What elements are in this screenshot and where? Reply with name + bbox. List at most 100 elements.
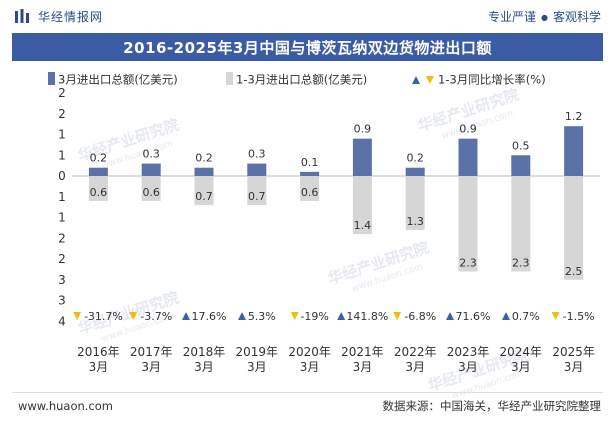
bar-cumulative [564,176,584,280]
growth-label: 17.6% [192,310,227,323]
x-tick-label: 3月 [89,360,109,374]
bar-cumulative [247,176,267,206]
bar-march [352,138,372,176]
x-tick-label: 3月 [353,360,373,374]
data-label-march: 1.2 [565,110,583,123]
data-label-cumulative: 0.7 [195,190,213,203]
data-label-cumulative: 0.6 [301,186,319,199]
legend-label: 3月进出口总额(亿美元) [58,73,178,87]
x-tick-label: 3月 [300,360,320,374]
bar-march [564,126,584,176]
x-tick-label: 2019年 [236,345,279,359]
footer: www.huaon.com 数据来源：中国海关，华经产业研究院整理 [0,394,615,418]
data-label-march: 0.3 [142,148,160,161]
x-tick-label: 2022年 [394,345,437,359]
growth-down-marker [290,312,299,320]
bar-cumulative [141,176,161,201]
y-tick-label: 1 [58,128,66,142]
legend-swatch [48,72,55,85]
legend-marker-down [426,76,434,84]
bar-march [458,138,478,176]
bar-march [194,167,214,176]
y-tick-label: 2 [58,86,66,100]
growth-up-marker [337,312,346,320]
x-tick-label: 2025年 [552,345,595,359]
y-tick-label: 2 [58,252,66,266]
x-tick-label: 2020年 [288,345,331,359]
growth-label: -6.8% [404,310,436,323]
growth-label: 0.7% [512,310,540,323]
bar-march [300,171,320,176]
data-label-march: 0.1 [301,156,319,169]
data-label-march: 0.9 [459,123,477,136]
growth-label: -31.7% [84,310,123,323]
growth-label: 5.3% [248,310,276,323]
brand-name: 华经情报网 [38,9,104,24]
slogan: 专业严谨 ● 客观科学 [488,8,601,25]
bullet-icon: ● [541,12,548,22]
x-tick-label: 3月 [194,360,214,374]
brand-logo-icon [15,9,29,23]
growth-down-marker [393,312,402,320]
data-label-march: 0.3 [248,148,266,161]
x-tick-label: 3月 [405,360,425,374]
data-label-cumulative: 0.6 [142,186,160,199]
data-label-cumulative: 1.4 [354,219,372,232]
y-tick-label: 0 [58,169,66,183]
data-label-march: 0.2 [406,152,424,165]
x-tick-label: 3月 [247,360,267,374]
footer-divider [12,392,603,393]
legend-swatch [226,72,233,85]
bar-march [405,167,425,176]
x-tick-label: 3月 [458,360,478,374]
bar-cumulative [88,176,108,201]
data-label-cumulative: 0.6 [90,186,108,199]
slogan-left: 专业严谨 [487,9,536,24]
growth-label: -1.5% [563,310,595,323]
x-tick-label: 3月 [564,360,584,374]
legend-label: 1-3月同比增长率(%) [438,73,546,87]
brand: 华经情报网 [14,8,103,25]
footer-source: 数据来源：中国海关，华经产业研究院整理 [382,399,602,413]
bar-march [141,163,161,176]
growth-up-marker [502,312,510,320]
x-tick-label: 2023年 [447,345,490,359]
data-label-march: 0.2 [195,152,213,165]
chart-title: 2016-2025年3月中国与博茨瓦纳双边货物进出口额 [12,33,603,61]
bar-march [511,155,531,176]
data-label-march: 0.9 [354,123,372,136]
growth-up-marker [238,312,246,320]
growth-label: -19% [300,310,328,323]
bar-cumulative [458,176,478,272]
bar-cumulative [194,176,214,206]
y-tick-label: 1 [58,211,66,225]
legend-label: 1-3月进出口总额(亿美元) [236,73,367,87]
growth-label: -3.7% [140,310,172,323]
bar-cumulative [511,176,531,272]
x-tick-label: 2017年 [130,345,173,359]
y-tick-label: 2 [58,231,66,245]
bar-march [247,163,267,176]
bar-cumulative [352,176,372,235]
footer-website: www.huaon.com [18,399,113,413]
data-label-cumulative: 1.3 [406,215,424,228]
data-label-cumulative: 2.5 [565,265,583,278]
x-tick-label: 2018年 [183,345,226,359]
x-tick-label: 2024年 [500,345,543,359]
bar-cumulative [405,176,425,230]
top-bar: 华经情报网 专业严谨 ● 客观科学 [0,0,615,32]
y-tick-label: 4 [58,314,66,328]
y-tick-label: 3 [58,273,66,287]
bar-cumulative [300,176,320,201]
growth-up-marker [446,312,454,320]
growth-label: 141.8% [346,310,388,323]
y-tick-label: 1 [58,190,66,204]
growth-down-marker [73,312,82,320]
slogan-right: 客观科学 [552,9,601,24]
x-tick-label: 3月 [511,360,531,374]
legend-marker-up [412,76,420,84]
growth-down-marker [551,312,560,320]
data-label-cumulative: 2.3 [512,256,530,269]
growth-up-marker [182,312,190,320]
